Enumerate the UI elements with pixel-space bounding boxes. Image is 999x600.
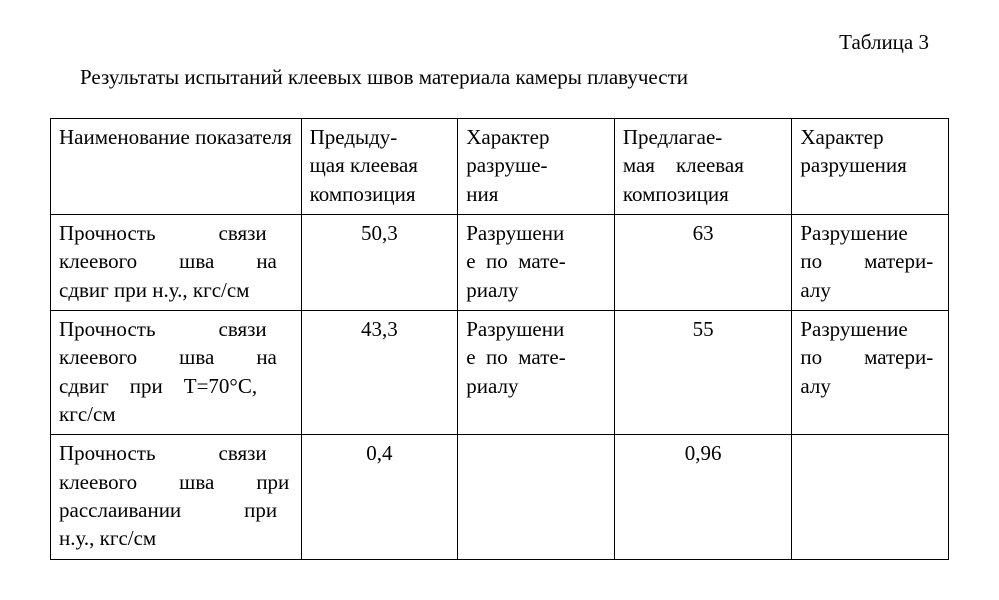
cell-new-nature: Разрушение по матери- алу	[792, 311, 949, 435]
cell-line: Прочность связи	[59, 219, 293, 247]
cell-line: клеевого шва на	[59, 247, 293, 275]
cell-line: кгс/см	[59, 400, 293, 428]
hdr-text: композиция	[623, 182, 729, 206]
hdr-text: Характер	[800, 125, 883, 149]
cell-line: Разрушени	[466, 315, 606, 343]
col-header-prev-nature: Характер разруше- ния	[458, 119, 615, 215]
cell-new-value: 63	[614, 215, 792, 311]
col-header-new-nature: Характер разрушения	[792, 119, 949, 215]
cell-line: сдвиг при н.у., кгс/см	[59, 276, 293, 304]
hdr-text: композиция	[310, 182, 416, 206]
cell-line: риалу	[466, 372, 606, 400]
table-row: Прочность связи клеевого шва на сдвиг пр…	[51, 215, 949, 311]
cell-line: алу	[800, 276, 940, 304]
hdr-text: Характер	[466, 125, 549, 149]
hdr-text: мая клеевая	[623, 153, 744, 177]
cell-line: риалу	[466, 276, 606, 304]
cell-prev-value: 50,3	[301, 215, 458, 311]
cell-line: алу	[800, 372, 940, 400]
cell-line: Прочность связи	[59, 439, 293, 467]
cell-line: сдвиг при T=70°С,	[59, 372, 293, 400]
table-caption: Результаты испытаний клеевых швов матери…	[80, 65, 949, 90]
hdr-text: Предлагае-	[623, 125, 722, 149]
cell-new-value: 55	[614, 311, 792, 435]
cell-line: Прочность связи	[59, 315, 293, 343]
cell-line: е по мате-	[466, 343, 606, 371]
cell-indicator-name: Прочность связи клеевого шва на сдвиг пр…	[51, 311, 302, 435]
cell-prev-nature: Разрушени е по мате- риалу	[458, 311, 615, 435]
col-header-proposed: Предлагае- мая клеевая композиция	[614, 119, 792, 215]
cell-line: по матери-	[800, 343, 940, 371]
hdr-text: Предыду-	[310, 125, 398, 149]
cell-line: н.у., кгс/см	[59, 524, 293, 552]
cell-indicator-name: Прочность связи клеевого шва на сдвиг пр…	[51, 215, 302, 311]
table-row: Прочность связи клеевого шва на сдвиг пр…	[51, 311, 949, 435]
col-header-previous: Предыду- щая клеевая композиция	[301, 119, 458, 215]
hdr-text: щая клеевая	[310, 153, 418, 177]
col-header-indicator: Наименование показателя	[51, 119, 302, 215]
table-row: Прочность связи клеевого шва при расслаи…	[51, 435, 949, 559]
cell-line: по матери-	[800, 247, 940, 275]
cell-line: расслаивании при	[59, 496, 293, 524]
hdr-text: разруше-	[466, 153, 547, 177]
cell-new-nature	[792, 435, 949, 559]
hdr-text: ния	[466, 182, 498, 206]
cell-line: клеевого шва на	[59, 343, 293, 371]
cell-line: Разрушение	[800, 219, 940, 247]
table-header-row: Наименование показателя Предыду- щая кле…	[51, 119, 949, 215]
cell-prev-nature: Разрушени е по мате- риалу	[458, 215, 615, 311]
cell-line: клеевого шва при	[59, 468, 293, 496]
cell-line: Разрушени	[466, 219, 606, 247]
cell-new-nature: Разрушение по матери- алу	[792, 215, 949, 311]
cell-prev-value: 0,4	[301, 435, 458, 559]
cell-line: е по мате-	[466, 247, 606, 275]
hdr-text: разрушения	[800, 153, 906, 177]
results-table: Наименование показателя Предыду- щая кле…	[50, 118, 949, 560]
cell-line: Разрушение	[800, 315, 940, 343]
table-number-label: Таблица 3	[50, 30, 949, 55]
cell-prev-value: 43,3	[301, 311, 458, 435]
cell-prev-nature	[458, 435, 615, 559]
cell-indicator-name: Прочность связи клеевого шва при расслаи…	[51, 435, 302, 559]
cell-new-value: 0,96	[614, 435, 792, 559]
